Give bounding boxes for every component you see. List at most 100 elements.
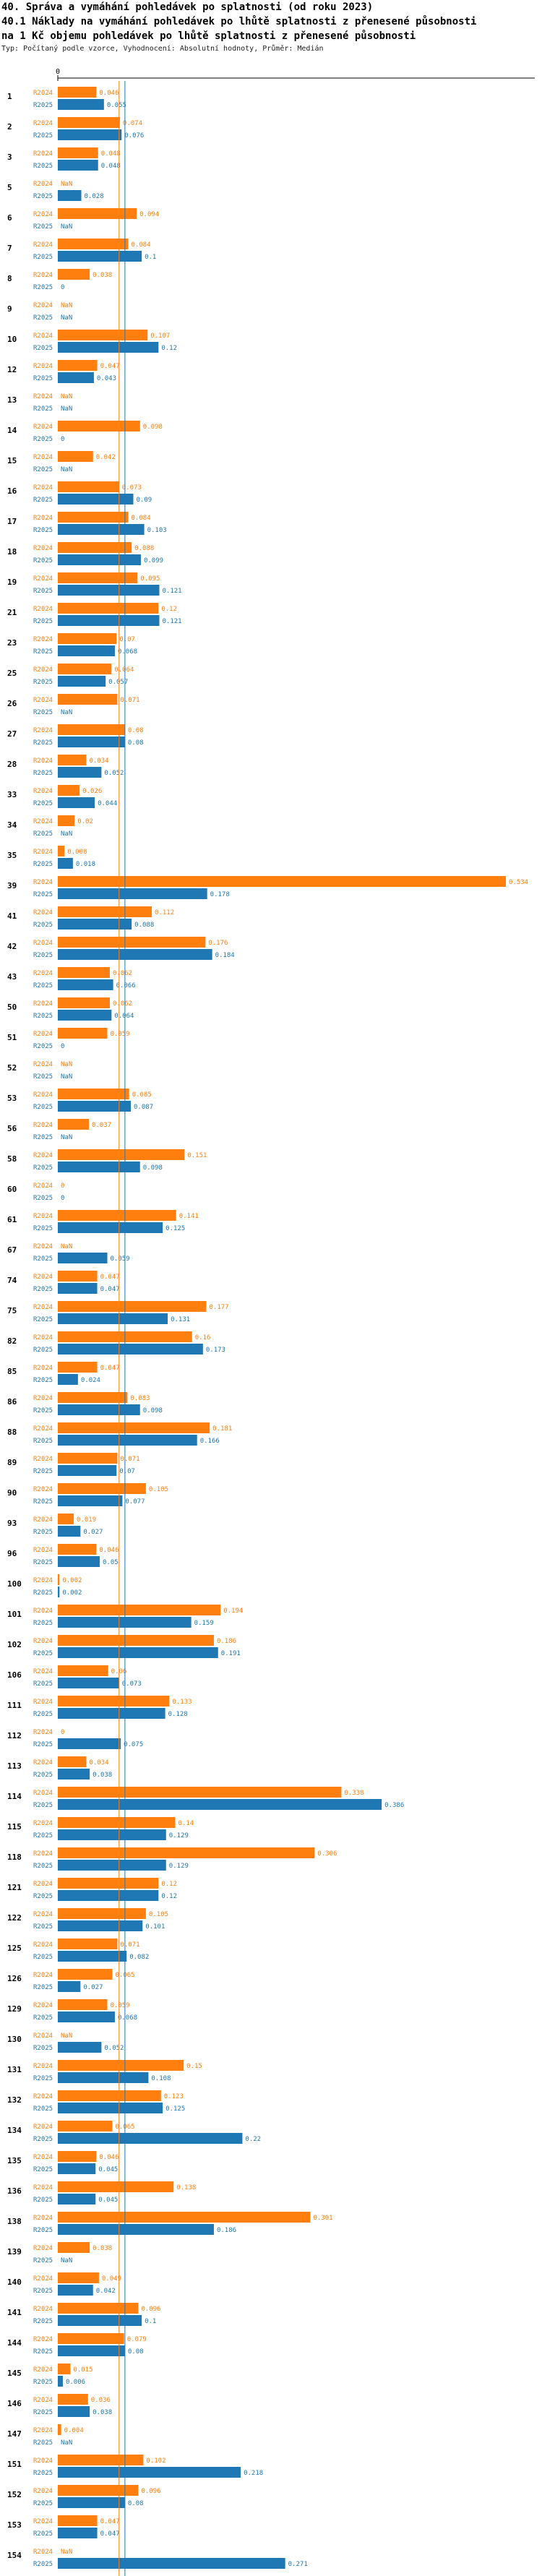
series-label: R2025 — [33, 1255, 53, 1263]
value-label: 0.173 — [206, 1347, 225, 1354]
series-label: R2024 — [33, 150, 53, 158]
value-label: 0.026 — [82, 788, 102, 795]
category-label: 74 — [7, 1276, 17, 1285]
value-label: 0.1 — [145, 2318, 156, 2325]
value-label: 0.047 — [100, 363, 120, 370]
page-title: 40. Správa a vymáhání pohledávek po spla… — [1, 1, 374, 13]
value-label: 0 — [61, 1182, 64, 1190]
category-label: 147 — [7, 2429, 22, 2439]
value-label: 0.088 — [134, 922, 154, 929]
bar — [58, 1101, 132, 1112]
category-label: 96 — [7, 1549, 17, 1558]
value-label: 0.047 — [100, 2530, 120, 2538]
bar — [58, 542, 132, 553]
value-label: 0.306 — [317, 1850, 337, 1858]
value-label: 0.068 — [118, 648, 137, 656]
chart-subtitle-line-2: na 1 Kč objemu pohledávek po lhůtě splat… — [1, 30, 416, 42]
series-label: R2025 — [33, 254, 53, 261]
series-label: R2025 — [33, 618, 53, 625]
bar — [58, 724, 125, 735]
category-label: 82 — [7, 1336, 17, 1346]
value-label: 0.059 — [111, 1031, 130, 1038]
series-label: R2024 — [33, 120, 53, 127]
category-label: 35 — [7, 851, 17, 860]
category-label: 18 — [7, 547, 17, 557]
bar — [58, 1028, 108, 1039]
bar — [58, 1665, 108, 1676]
series-label: R2024 — [33, 545, 53, 552]
series-label: R2025 — [33, 2166, 53, 2173]
series-label: R2024 — [33, 636, 53, 643]
bar — [58, 330, 148, 340]
bar — [58, 2212, 311, 2223]
value-label: 0.102 — [146, 2457, 165, 2465]
series-label: R2024 — [33, 1941, 53, 1949]
value-label: 0.098 — [143, 424, 163, 431]
series-label: R2025 — [33, 1347, 53, 1354]
category-label: 129 — [7, 2004, 22, 2014]
value-label: 0.12 — [161, 345, 177, 352]
value-label: 0.046 — [99, 1547, 119, 1554]
series-label: R2024 — [33, 940, 53, 947]
value-label: NaN — [61, 405, 72, 413]
series-label: R2024 — [33, 849, 53, 856]
bar — [58, 2072, 149, 2083]
bar — [58, 1939, 118, 1949]
category-label: 89 — [7, 1458, 17, 1467]
value-label: 0.045 — [98, 2197, 118, 2204]
value-label: 0.186 — [217, 1638, 236, 1645]
bar — [58, 129, 122, 140]
series-label: R2024 — [33, 788, 53, 795]
series-label: R2025 — [33, 2409, 53, 2416]
series-label: R2025 — [33, 2136, 53, 2143]
category-label: 9 — [7, 304, 12, 314]
category-label: 41 — [7, 911, 17, 921]
value-label: 0.019 — [77, 1516, 96, 1524]
value-label: 0.038 — [93, 2409, 112, 2416]
series-label: R2025 — [33, 193, 53, 200]
series-label: R2025 — [33, 1893, 53, 1900]
value-label: 0 — [61, 284, 64, 291]
value-label: NaN — [61, 830, 72, 838]
category-label: 115 — [7, 1822, 22, 1832]
value-label: NaN — [61, 314, 72, 322]
value-label: 0.034 — [89, 1759, 108, 1766]
bar — [58, 2558, 285, 2569]
bar — [58, 2376, 63, 2387]
value-label: 0.076 — [124, 132, 144, 139]
value-label: 0.048 — [101, 163, 121, 170]
series-label: R2025 — [33, 2561, 53, 2568]
value-label: 0.038 — [93, 1772, 112, 1779]
series-label: R2025 — [33, 2105, 53, 2113]
series-label: R2024 — [33, 181, 53, 188]
series-label: R2025 — [33, 2075, 53, 2082]
series-label: R2025 — [33, 1013, 53, 1020]
category-label: 118 — [7, 1852, 22, 1862]
series-label: R2025 — [33, 1529, 53, 1536]
value-label: 0 — [61, 1043, 64, 1050]
series-label: R2025 — [33, 2014, 53, 2022]
bar — [58, 1574, 60, 1585]
series-label: R2025 — [33, 800, 53, 807]
category-label: 130 — [7, 2035, 22, 2044]
value-label: NaN — [61, 1243, 72, 1250]
series-label: R2025 — [33, 648, 53, 656]
bar — [58, 1435, 197, 1446]
series-label: R2024 — [33, 1456, 53, 1463]
category-label: 61 — [7, 1215, 17, 1224]
series-label: R2024 — [33, 1668, 53, 1675]
bar — [58, 1271, 98, 1281]
value-label: 0.178 — [210, 891, 230, 898]
series-label: R2024 — [33, 2518, 53, 2525]
series-label: R2025 — [33, 1650, 53, 1657]
series-label: R2025 — [33, 922, 53, 929]
bar — [58, 919, 132, 929]
category-label: 51 — [7, 1033, 17, 1042]
value-label: 0.123 — [164, 2093, 184, 2100]
value-label: 0.052 — [104, 770, 124, 777]
category-label: 34 — [7, 820, 17, 830]
category-label: 42 — [7, 942, 17, 951]
series-label: R2025 — [33, 2288, 53, 2295]
series-label: R2024 — [33, 1699, 53, 1706]
bar — [58, 1969, 113, 1980]
